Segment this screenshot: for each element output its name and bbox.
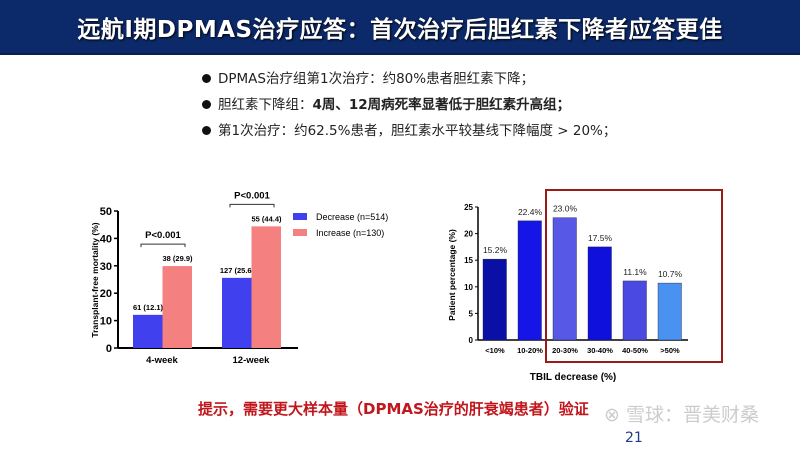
title-bar: 远航I期DPMAS治疗应答：首次治疗后胆红素下降者应答更佳	[0, 0, 800, 55]
bar	[251, 226, 281, 348]
bullet-text: 第1次治疗：约62.5%患者，胆红素水平较基线下降幅度 > 20%；	[218, 123, 617, 139]
watermark: ⊗ 雪球：晋美财桑	[604, 404, 759, 426]
data-label: 55 (44.4)	[251, 214, 282, 223]
data-label: 127 (25.6)	[220, 266, 255, 275]
x-tick-label: 20-30%	[552, 346, 578, 355]
bullet-bold-text: 4周、12周病死率显著低于胆红素升高组；	[312, 97, 571, 113]
legend-label: Decrease (n=514)	[316, 212, 388, 222]
page-number: 21	[625, 430, 643, 446]
data-label: 17.5%	[588, 233, 613, 243]
watermark-text: 雪球：晋美财桑	[625, 404, 759, 426]
bar	[587, 246, 612, 341]
y-tick-label: 10	[100, 316, 112, 328]
data-label: 22.4%	[518, 207, 543, 217]
x-tick-label: >50%	[660, 346, 680, 355]
data-label: 15.2%	[483, 245, 508, 255]
x-tick-label: 12-week	[233, 355, 271, 366]
y-tick-label: 40	[100, 233, 112, 245]
bar	[222, 277, 252, 348]
bullet-item: DPMAS治疗组第1次治疗：约80%患者胆红素下降；	[200, 66, 616, 92]
x-axis-label: TBIL decrease (%)	[530, 372, 617, 383]
data-label: 38 (29.9)	[162, 254, 193, 263]
x-tick-label: 4-week	[146, 355, 178, 366]
data-label: 23.0%	[553, 204, 578, 214]
legend-swatch	[293, 229, 307, 236]
bullet-text: 胆红素下降组：	[218, 97, 313, 113]
y-tick-label: 20	[464, 230, 473, 239]
bar	[622, 280, 647, 341]
note-text: 提示，需要更大样本量（DPMAS治疗的肝衰竭患者）验证	[198, 400, 589, 418]
bullet-text: DPMAS治疗组第1次治疗：约80%患者胆红素下降；	[218, 71, 535, 87]
significance-bracket	[140, 243, 186, 248]
y-tick-label: 0	[469, 336, 474, 345]
y-axis-label: Transplant-free mortality (%)	[90, 222, 100, 337]
y-tick-label: 15	[464, 256, 473, 265]
x-tick-label: 10-20%	[517, 346, 543, 355]
y-axis-label: Patient percentage (%)	[447, 229, 457, 321]
p-value-annotation: P<0.001	[234, 190, 270, 201]
bar	[517, 220, 542, 341]
y-tick-label: 5	[469, 309, 474, 318]
y-tick-label: 0	[106, 343, 112, 355]
bar	[482, 258, 507, 341]
legend-label: Increase (n=130)	[316, 228, 384, 238]
x-tick-label: <10%	[485, 346, 505, 355]
x-tick-label: 30-40%	[587, 346, 613, 355]
bar	[657, 282, 682, 341]
y-tick-label: 25	[464, 203, 473, 212]
data-label: 11.1%	[623, 267, 647, 277]
data-label: 10.7%	[658, 269, 683, 279]
p-value-annotation: P<0.001	[145, 230, 181, 241]
y-tick-label: 30	[100, 261, 112, 273]
data-label: 61 (12.1)	[133, 303, 164, 312]
x-tick-label: 40-50%	[622, 346, 648, 355]
bar	[162, 266, 192, 348]
bar	[133, 314, 163, 348]
bullet-item: 第1次治疗：约62.5%患者，胆红素水平较基线下降幅度 > 20%；	[200, 118, 616, 144]
bullet-item: 胆红素下降组：4周、12周病死率显著低于胆红素升高组；	[200, 92, 616, 118]
bullet-list: DPMAS治疗组第1次治疗：约80%患者胆红素下降； 胆红素下降组：4周、12周…	[200, 66, 616, 144]
slide-title: 远航I期DPMAS治疗应答：首次治疗后胆红素下降者应答更佳	[77, 16, 723, 43]
legend-swatch	[293, 213, 307, 220]
bar	[552, 217, 577, 341]
y-tick-label: 20	[100, 288, 112, 300]
y-tick-label: 10	[464, 283, 473, 292]
highlight-box	[545, 189, 723, 363]
y-tick-label: 50	[100, 206, 112, 218]
significance-bracket	[229, 203, 275, 208]
